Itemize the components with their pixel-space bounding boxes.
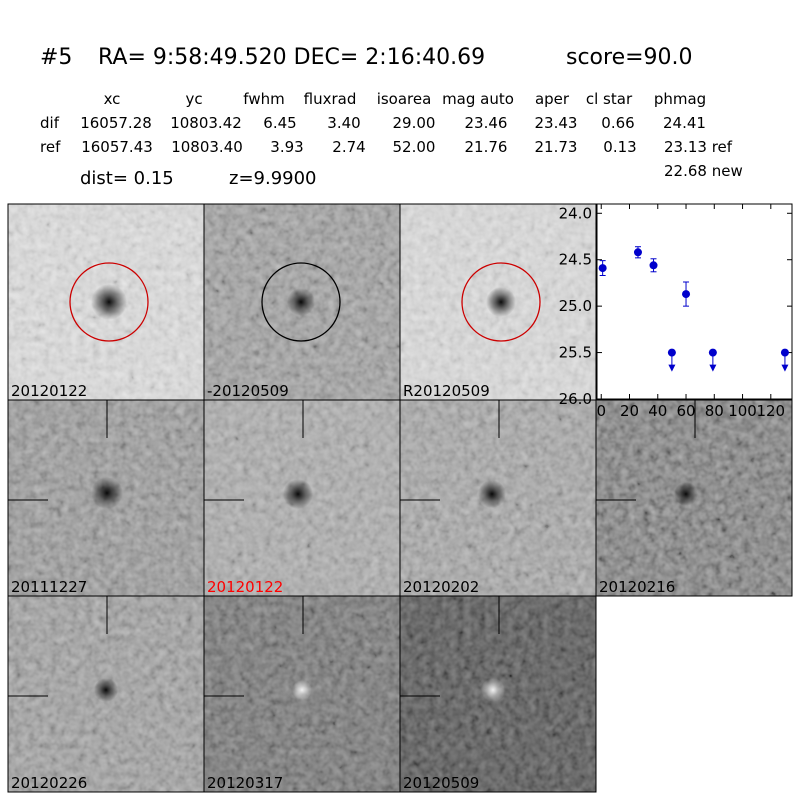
- table-cell: 21.76: [465, 138, 508, 156]
- stamp-label: 20120202: [403, 578, 479, 596]
- stamp: 20120202: [399, 399, 597, 597]
- dist: dist= 0.15: [80, 168, 174, 189]
- redshift: z=9.9900: [229, 168, 317, 189]
- stamp: 20120122: [203, 399, 401, 597]
- aperture: [461, 262, 541, 342]
- stamp: 20120122: [7, 203, 205, 401]
- stamp-label: 20111227: [11, 578, 87, 596]
- stamp: 20120509: [399, 595, 597, 793]
- x-tick-label: 120: [756, 402, 785, 420]
- table-cell: 16057.43: [81, 138, 153, 156]
- stamp-label: 20120216: [599, 578, 675, 596]
- point: [598, 264, 607, 273]
- stamp-label: 20120226: [11, 774, 87, 792]
- x-tick-label: 20: [620, 402, 639, 420]
- y-tick-label: 24.0: [559, 204, 592, 222]
- table-cell: 0.13: [603, 138, 636, 156]
- table-cell: 3.93: [270, 138, 303, 156]
- table-cell: 10803.40: [171, 138, 243, 156]
- score: score=90.0: [566, 45, 693, 70]
- aperture: [69, 262, 149, 342]
- stamp-frame: [399, 595, 597, 793]
- column-header: xc: [104, 90, 121, 108]
- table-cell: 23.43: [535, 114, 578, 132]
- table-cell: 3.40: [327, 114, 360, 132]
- source: [94, 678, 118, 702]
- stamp: R20120509: [399, 203, 597, 401]
- stamp: 20120226: [7, 595, 205, 793]
- column-header: isoarea: [377, 90, 432, 108]
- x-tick-label: 0: [596, 402, 606, 420]
- source: [91, 477, 123, 509]
- limit-head: [781, 364, 789, 372]
- y-tick-label: 25.0: [559, 297, 592, 315]
- stamp-frame: [595, 399, 793, 597]
- x-tick-label: 80: [705, 402, 724, 420]
- stamp-label: 20120122: [11, 382, 87, 400]
- column-header: aper: [535, 90, 570, 108]
- x-tick-label: 100: [728, 402, 757, 420]
- plot-area: [596, 203, 793, 400]
- column-header: cl star: [586, 90, 633, 108]
- new-mag: 22.68 new: [664, 162, 743, 180]
- stamp-label: 20120122: [207, 578, 283, 596]
- aperture: [261, 262, 341, 342]
- source: [91, 284, 127, 320]
- y-tick-label: 25.5: [559, 344, 592, 362]
- y-tick-label: 24.5: [559, 251, 592, 269]
- table-cell: 16057.28: [80, 114, 152, 132]
- stamp: -20120509: [203, 203, 401, 401]
- source: [478, 480, 506, 508]
- point: [682, 290, 691, 299]
- column-header: phmag: [654, 90, 706, 108]
- table-cell: 6.45: [263, 114, 296, 132]
- source: [287, 288, 315, 316]
- stamp-label: 20120317: [207, 774, 283, 792]
- table-cell: 23.46: [465, 114, 508, 132]
- x-tick-label: 40: [648, 402, 667, 420]
- table-cell: 29.00: [393, 114, 436, 132]
- row-label: dif: [40, 114, 60, 132]
- table-cell: 23.13 ref: [664, 138, 733, 156]
- stamp: 20111227: [7, 399, 205, 597]
- source: [674, 482, 698, 506]
- table-cell: 24.41: [663, 114, 706, 132]
- column-header: mag auto: [442, 90, 514, 108]
- column-header: yc: [185, 90, 202, 108]
- column-header: fluxrad: [304, 90, 357, 108]
- stamp-label: R20120509: [403, 382, 490, 400]
- table-cell: 10803.42: [170, 114, 242, 132]
- table-cell: 21.73: [535, 138, 578, 156]
- table-cell: 2.74: [332, 138, 365, 156]
- stamp-label: 20120509: [403, 774, 479, 792]
- y-tick-label: 26.0: [559, 390, 592, 408]
- column-header: fwhm: [243, 90, 284, 108]
- stamp: 20120317: [203, 595, 401, 793]
- stamp: 20120216: [595, 399, 793, 597]
- table-cell: 0.66: [601, 114, 634, 132]
- candidate-id: #5: [40, 45, 72, 70]
- source: [292, 680, 312, 700]
- table-cell: 52.00: [393, 138, 436, 156]
- source: [283, 479, 313, 509]
- point: [649, 261, 658, 270]
- x-tick-label: 60: [676, 402, 695, 420]
- point: [633, 248, 642, 257]
- coordinates: RA= 9:58:49.520 DEC= 2:16:40.69: [98, 45, 485, 70]
- limit-head: [668, 364, 676, 372]
- source: [481, 678, 505, 702]
- stamp-label: -20120509: [207, 382, 289, 400]
- row-label: ref: [40, 138, 61, 156]
- limit-head: [709, 364, 717, 372]
- source: [486, 287, 516, 317]
